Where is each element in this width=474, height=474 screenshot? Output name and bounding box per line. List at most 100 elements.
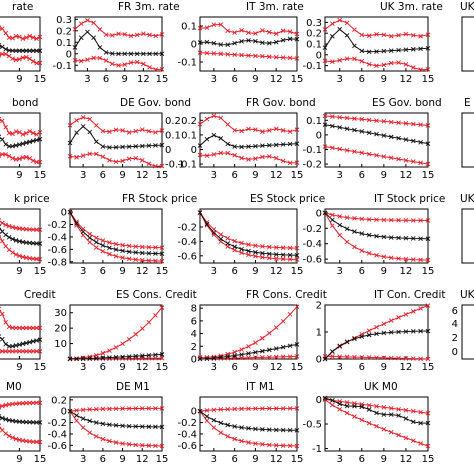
x-tick-label: 3 [211, 74, 217, 85]
band-point [366, 117, 372, 123]
band-point [388, 429, 394, 435]
band-point [294, 304, 300, 309]
mean-point [133, 144, 139, 149]
band-point [344, 148, 350, 153]
band-point [0, 51, 5, 57]
band-point [134, 59, 140, 65]
x-tick-label: 15 [422, 454, 435, 465]
band-point [27, 56, 33, 62]
band-point [359, 216, 365, 222]
mean-point [27, 339, 33, 345]
band-point [253, 406, 258, 411]
mean-point [87, 418, 93, 424]
x-tick-label: 12 [270, 266, 283, 277]
mean-point [91, 35, 96, 41]
mean-point [260, 250, 265, 256]
x-tick-label: 12 [400, 266, 413, 277]
mean-point [113, 247, 119, 252]
mean-point [425, 420, 431, 426]
band-point [246, 406, 251, 412]
band-point [225, 235, 231, 241]
mean-point [253, 143, 258, 149]
band-point [287, 406, 293, 411]
x-tick-label: 9 [16, 362, 22, 373]
band-point [322, 27, 328, 32]
band-point [359, 354, 365, 360]
band-point [13, 157, 19, 162]
mean-point [418, 46, 423, 52]
band-point [78, 21, 84, 27]
band-point [20, 132, 26, 137]
mean-point [410, 419, 416, 425]
band-point [273, 155, 279, 161]
mean-point [3, 141, 9, 147]
band-point [197, 50, 203, 55]
band-point [381, 321, 387, 327]
band-point [153, 443, 158, 449]
band-point [294, 257, 300, 262]
x-tick-label: 6 [359, 266, 365, 277]
band-point [266, 244, 272, 250]
mean-point [72, 45, 78, 50]
x-tick-label: 15 [34, 170, 47, 181]
band-point [0, 403, 5, 409]
mean-point [0, 134, 2, 140]
band-point [23, 54, 29, 60]
y-tick-label: 20 [54, 324, 67, 335]
band-point [330, 212, 335, 218]
mean-point [218, 236, 224, 242]
x-tick-label: 9 [119, 362, 125, 373]
mean-point [381, 330, 387, 336]
chart-panel: UK M0 3 6 9 12 15 0 -0.5 -1 [302, 381, 434, 465]
band-point [246, 344, 251, 349]
band-point [122, 62, 128, 67]
band-point [218, 407, 224, 412]
x-tick-label: 9 [252, 170, 258, 181]
y-tick-label: 0 [316, 50, 322, 61]
y-tick-label: 0 [316, 130, 322, 141]
band-point [204, 223, 210, 228]
mean-point [232, 244, 237, 250]
mean-point [266, 427, 272, 433]
mean-point [396, 47, 401, 53]
band-point [246, 355, 251, 361]
band-point [17, 437, 22, 443]
mean-point [197, 40, 203, 45]
mean-point [197, 356, 203, 362]
upper-band-line [0, 309, 41, 329]
band-point [6, 348, 12, 354]
band-point [113, 440, 119, 445]
plot-frame [461, 112, 474, 168]
mean-point [93, 355, 99, 361]
band-point [87, 430, 93, 435]
mean-point [0, 414, 2, 419]
mean-point [388, 134, 394, 140]
mean-point [3, 232, 9, 238]
band-point [23, 348, 29, 354]
band-point [294, 245, 300, 251]
band-point [0, 218, 2, 223]
band-point [0, 220, 5, 226]
band-point [87, 239, 93, 245]
mean-point [287, 252, 293, 258]
band-point [139, 257, 145, 263]
mean-point [337, 401, 343, 407]
band-point [113, 406, 119, 412]
band-point [425, 443, 431, 449]
band-point [359, 58, 365, 64]
plot-frame [69, 208, 163, 264]
band-point [366, 420, 372, 426]
mean-point [344, 226, 350, 232]
x-tick-label: 6 [359, 74, 365, 85]
cropped-chart-panel: UK [460, 193, 474, 264]
band-point [287, 256, 293, 262]
mean-point [74, 413, 79, 418]
y-tick-label: 6 [452, 306, 458, 317]
band-point [253, 441, 258, 446]
band-point [425, 67, 431, 72]
band-point [0, 238, 5, 244]
band-point [410, 408, 416, 414]
chart-panel: bond 9 15 [0, 97, 46, 181]
band-point [337, 58, 343, 63]
x-tick-label: 12 [270, 74, 283, 85]
